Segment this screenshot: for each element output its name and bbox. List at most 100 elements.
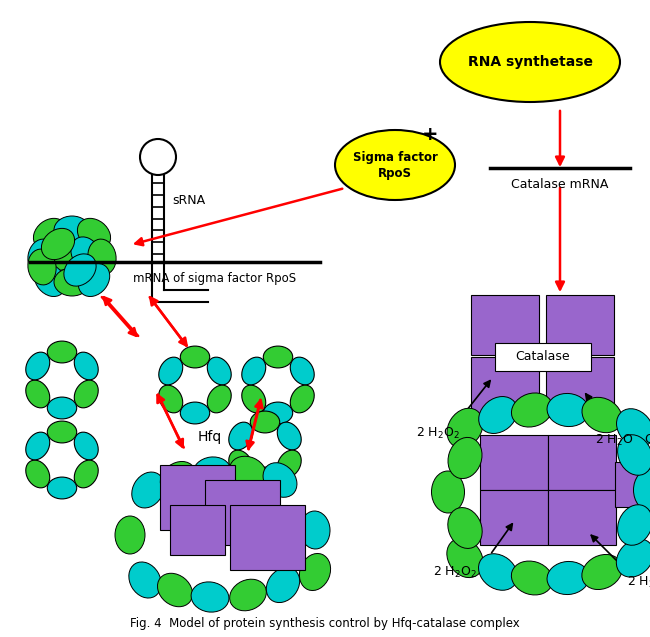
Ellipse shape — [229, 456, 266, 488]
Ellipse shape — [250, 411, 280, 433]
Bar — [546, 295, 614, 355]
Ellipse shape — [447, 538, 483, 578]
Ellipse shape — [129, 562, 161, 598]
Bar — [170, 505, 225, 555]
Ellipse shape — [263, 346, 292, 368]
Ellipse shape — [616, 539, 650, 577]
Ellipse shape — [157, 573, 192, 606]
Ellipse shape — [159, 385, 183, 413]
Circle shape — [267, 375, 289, 396]
Ellipse shape — [33, 218, 66, 250]
Ellipse shape — [48, 238, 80, 270]
Bar — [471, 357, 539, 417]
Circle shape — [140, 139, 176, 175]
Ellipse shape — [42, 229, 75, 260]
Ellipse shape — [250, 467, 280, 489]
Ellipse shape — [78, 264, 110, 296]
Ellipse shape — [229, 450, 253, 478]
Bar — [546, 357, 614, 417]
Ellipse shape — [74, 432, 98, 460]
Ellipse shape — [448, 508, 482, 548]
Ellipse shape — [448, 438, 482, 478]
Circle shape — [51, 449, 73, 471]
Bar — [205, 480, 280, 545]
Ellipse shape — [229, 579, 266, 611]
Text: Catalase mRNA: Catalase mRNA — [512, 178, 608, 191]
Ellipse shape — [74, 380, 98, 408]
Text: Hfq: Hfq — [198, 430, 222, 444]
Bar — [230, 505, 305, 570]
Circle shape — [185, 375, 205, 396]
Ellipse shape — [26, 460, 50, 488]
Ellipse shape — [28, 239, 56, 275]
Ellipse shape — [207, 357, 231, 385]
Ellipse shape — [291, 385, 314, 413]
Ellipse shape — [242, 385, 266, 413]
Ellipse shape — [263, 402, 292, 424]
Text: RNA synthetase: RNA synthetase — [467, 55, 593, 69]
Ellipse shape — [74, 460, 98, 488]
Ellipse shape — [193, 457, 231, 487]
Ellipse shape — [478, 554, 517, 590]
Ellipse shape — [634, 469, 650, 511]
Bar — [615, 462, 650, 507]
Ellipse shape — [440, 22, 620, 102]
Ellipse shape — [447, 408, 483, 448]
Text: Fig. 4  Model of protein synthesis control by Hfq-catalase complex: Fig. 4 Model of protein synthesis contro… — [130, 617, 520, 630]
Ellipse shape — [47, 421, 77, 443]
Ellipse shape — [71, 237, 101, 271]
Ellipse shape — [34, 264, 66, 296]
Circle shape — [254, 440, 276, 461]
Circle shape — [237, 422, 292, 478]
Ellipse shape — [54, 216, 90, 244]
Ellipse shape — [180, 402, 210, 424]
Ellipse shape — [432, 471, 465, 513]
Ellipse shape — [64, 254, 96, 286]
Ellipse shape — [47, 341, 77, 363]
Ellipse shape — [278, 422, 301, 450]
Text: Sigma factor
RpoS: Sigma factor RpoS — [352, 150, 437, 180]
Ellipse shape — [300, 554, 331, 590]
Text: Catalase: Catalase — [515, 350, 570, 364]
Ellipse shape — [77, 218, 110, 250]
Ellipse shape — [266, 568, 300, 603]
Ellipse shape — [132, 472, 164, 508]
Ellipse shape — [47, 477, 77, 499]
Ellipse shape — [278, 450, 301, 478]
Ellipse shape — [26, 432, 50, 460]
Ellipse shape — [115, 516, 145, 554]
Ellipse shape — [291, 357, 314, 385]
Text: 2 H$_2$O   O$_2$: 2 H$_2$O O$_2$ — [627, 575, 650, 590]
Ellipse shape — [229, 422, 253, 450]
Ellipse shape — [180, 346, 210, 368]
Ellipse shape — [159, 357, 183, 385]
Circle shape — [34, 433, 90, 488]
Ellipse shape — [300, 511, 330, 549]
Circle shape — [34, 352, 90, 408]
Ellipse shape — [161, 461, 196, 494]
Bar — [480, 490, 548, 545]
Bar — [480, 435, 548, 490]
Ellipse shape — [47, 397, 77, 419]
Circle shape — [51, 369, 73, 390]
Ellipse shape — [28, 249, 56, 285]
Bar — [160, 465, 235, 530]
Ellipse shape — [26, 352, 50, 380]
Ellipse shape — [582, 554, 622, 589]
Ellipse shape — [263, 462, 297, 497]
Ellipse shape — [547, 394, 589, 427]
Text: sRNA: sRNA — [172, 194, 205, 206]
Ellipse shape — [547, 561, 589, 594]
Ellipse shape — [617, 409, 650, 447]
Ellipse shape — [618, 505, 650, 545]
Text: 2 H$_2$O$_2$: 2 H$_2$O$_2$ — [416, 426, 460, 441]
Ellipse shape — [582, 397, 622, 433]
Ellipse shape — [74, 352, 98, 380]
Ellipse shape — [26, 380, 50, 408]
Ellipse shape — [335, 130, 455, 200]
Ellipse shape — [191, 582, 229, 612]
Bar — [548, 490, 616, 545]
Ellipse shape — [54, 268, 90, 296]
Ellipse shape — [207, 385, 231, 413]
Ellipse shape — [242, 357, 266, 385]
